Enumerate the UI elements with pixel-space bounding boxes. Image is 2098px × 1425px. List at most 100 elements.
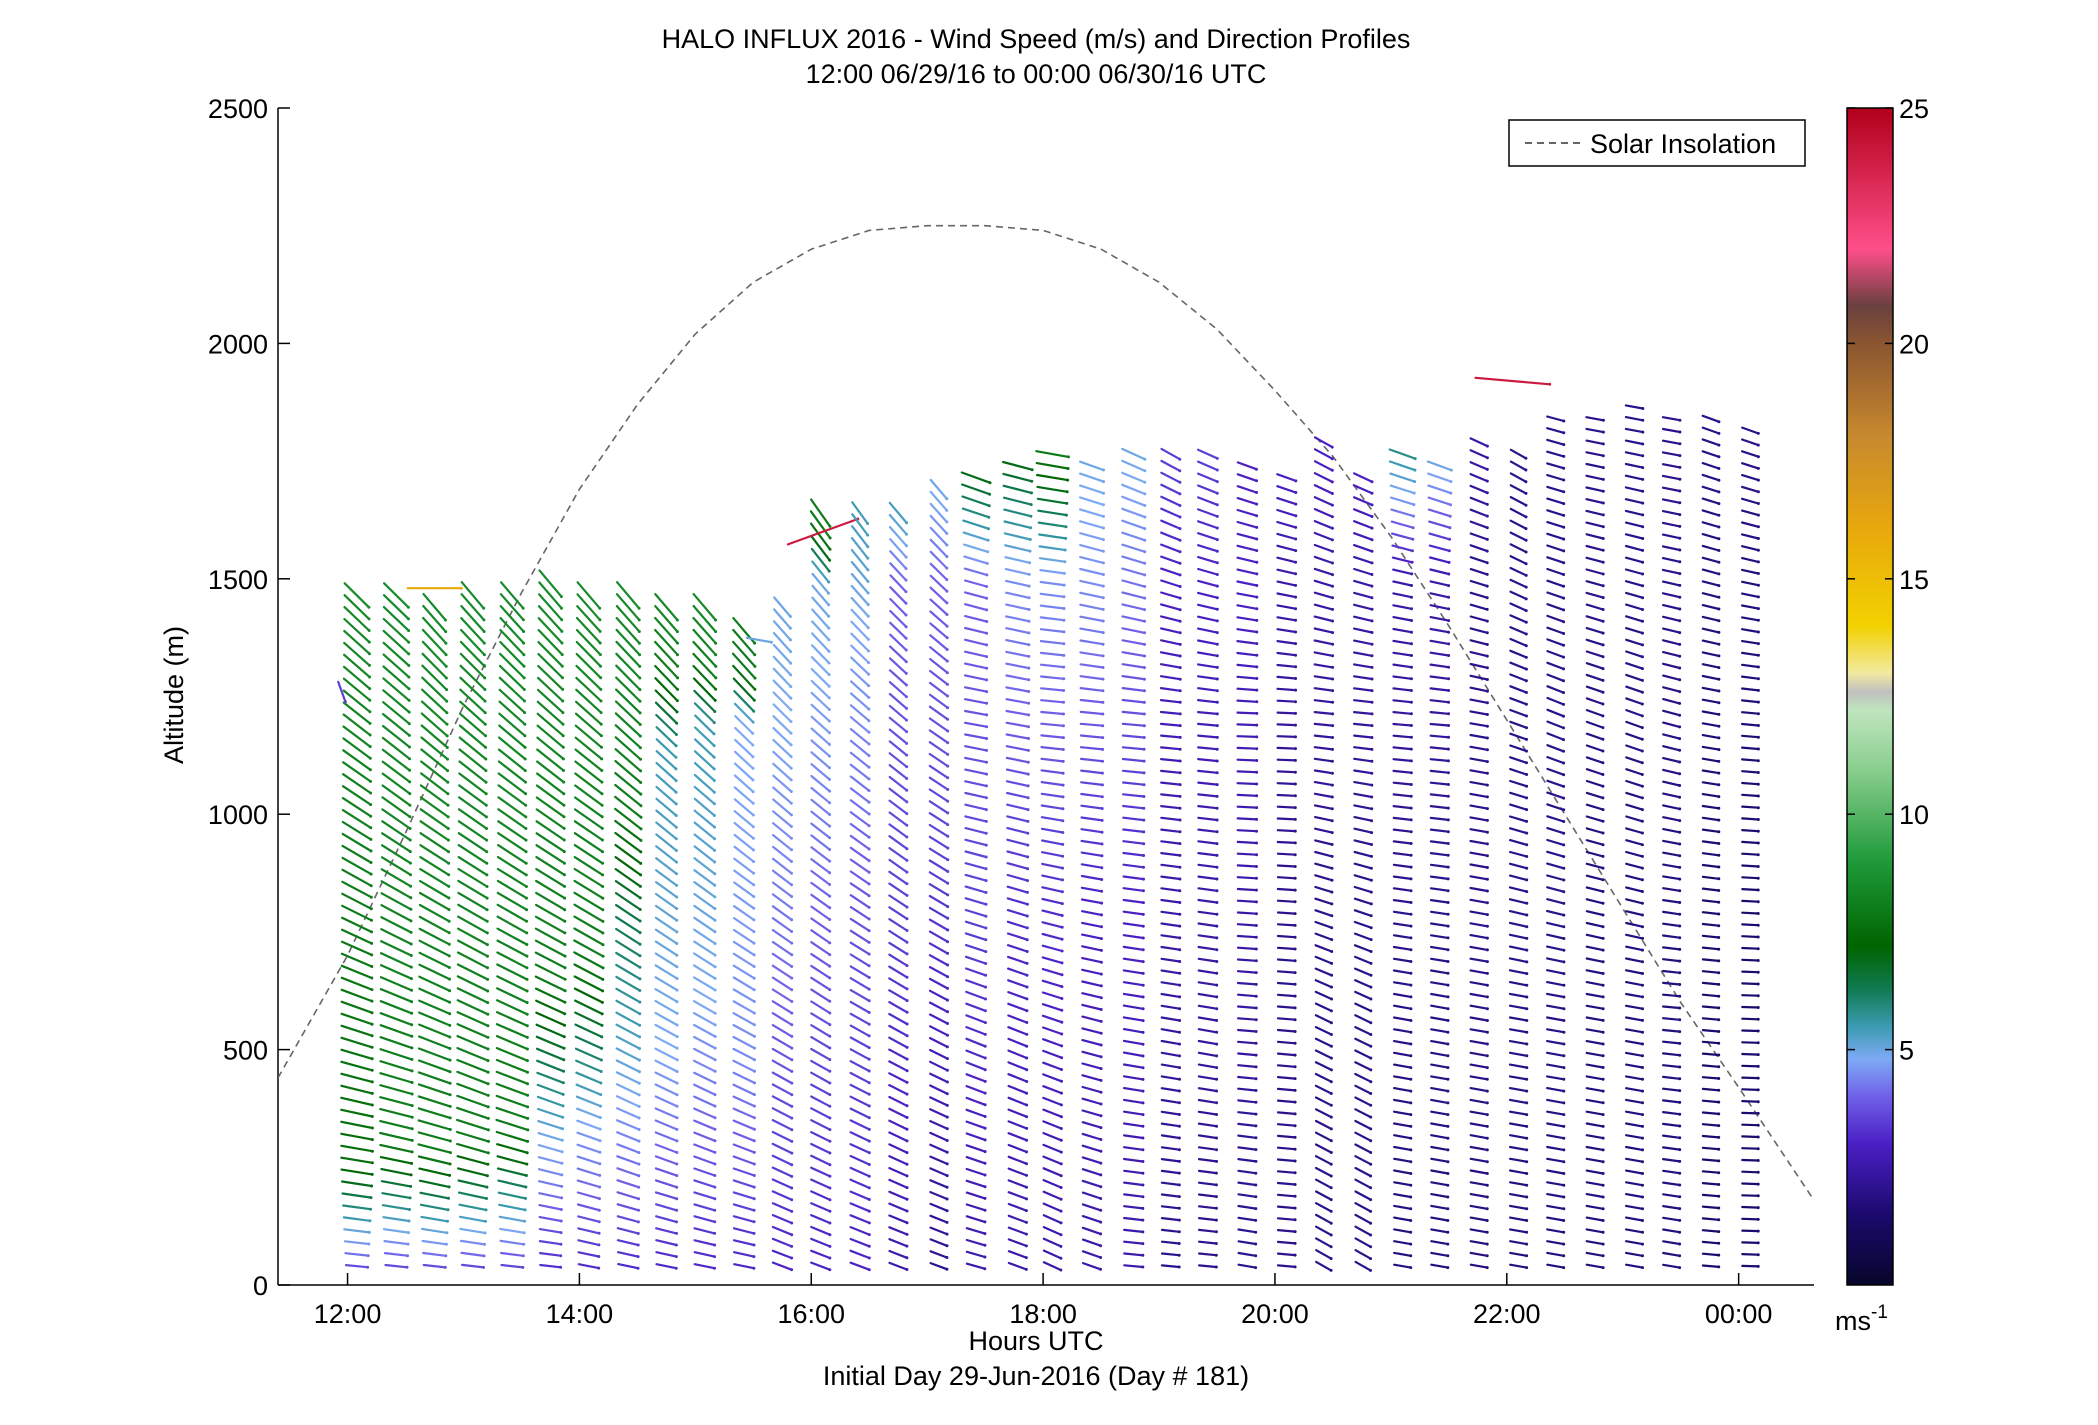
wind-vector	[654, 880, 678, 899]
wind-vector-tip	[1254, 1041, 1258, 1045]
wind-vector	[495, 1106, 529, 1120]
wind-vector-tip	[637, 1185, 641, 1189]
wind-vector	[1585, 1122, 1605, 1128]
wind-vector-tip	[1215, 1148, 1218, 1152]
wind-vector-tip	[1143, 631, 1146, 635]
wind-vector-tip	[1025, 1197, 1028, 1201]
wind-vector	[1741, 793, 1760, 798]
wind-vector-tip	[1756, 595, 1760, 599]
wind-vector	[1276, 1146, 1297, 1151]
wind-vector-tip	[524, 861, 528, 865]
wind-vector-tip	[1601, 1030, 1605, 1034]
wind-vector	[965, 1238, 987, 1247]
wind-vector-tip	[1562, 1207, 1566, 1211]
wind-vector-tip	[1215, 631, 1219, 635]
wind-vector	[616, 1215, 640, 1224]
wind-vector-tip	[1409, 983, 1413, 987]
wind-vector	[382, 641, 410, 667]
wind-vector-tip	[1025, 938, 1029, 942]
wind-vector	[929, 610, 949, 628]
wind-vector-tip	[1143, 619, 1146, 623]
wind-vector-tip	[675, 907, 679, 911]
wind-vector	[1121, 471, 1146, 484]
wind-vector	[810, 1107, 832, 1120]
wind-vector	[1353, 579, 1374, 588]
wind-vector	[1039, 628, 1066, 634]
wind-vector-tip	[1717, 842, 1721, 845]
wind-vector-tip	[905, 800, 909, 804]
wind-vector	[534, 951, 567, 969]
wind-vector-tip	[984, 796, 988, 800]
colorbar-unit-exponent: -1	[1871, 1302, 1888, 1323]
wind-vector-tip	[714, 630, 718, 634]
wind-vector-tip	[828, 824, 832, 828]
wind-vector	[1122, 863, 1145, 869]
wind-vector-tip	[482, 1265, 485, 1269]
wind-vector-tip	[1485, 689, 1489, 693]
wind-vector	[888, 787, 908, 804]
wind-vector	[810, 846, 831, 863]
wind-vector	[771, 1225, 793, 1236]
wind-vector	[380, 868, 412, 888]
wind-vector-tip	[1370, 642, 1374, 646]
wind-vector-tip	[1142, 677, 1146, 681]
wind-vector-tip	[368, 768, 372, 772]
wind-vector	[1007, 1073, 1028, 1083]
wind-vector-tip	[1525, 1007, 1529, 1011]
wind-vector-tip	[1601, 619, 1605, 623]
wind-vector	[1313, 699, 1334, 704]
wind-vector	[574, 724, 603, 749]
wind-vectors-layer	[337, 376, 1760, 1272]
wind-vector	[1237, 1134, 1258, 1139]
wind-vector-tip	[1409, 700, 1413, 704]
wind-vector-tip	[1141, 1019, 1145, 1023]
wind-vector	[732, 1047, 756, 1061]
wind-vector	[694, 714, 716, 736]
wind-vector-tip	[1678, 477, 1682, 481]
wind-vector	[1545, 957, 1566, 964]
wind-vector	[536, 724, 565, 749]
wind-vector	[574, 736, 603, 761]
wind-vector-tip	[674, 849, 678, 852]
wind-vector-tip	[1601, 442, 1605, 446]
wind-vector-tip	[1293, 935, 1297, 939]
wind-vector	[536, 688, 565, 714]
wind-vector	[575, 1071, 603, 1085]
wind-vector-tip	[1178, 1054, 1181, 1058]
wind-vector-tip	[485, 827, 488, 830]
wind-vector	[692, 1059, 717, 1073]
wind-vector	[1701, 1064, 1720, 1068]
wind-vector	[1159, 651, 1182, 658]
wind-vector	[888, 1000, 909, 1014]
wind-vector	[1701, 958, 1720, 963]
wind-vector-tip	[1678, 560, 1682, 564]
wind-vector-tip	[522, 653, 526, 657]
wind-vector	[1276, 1240, 1297, 1245]
wind-vector	[1624, 591, 1644, 599]
wind-vector	[1007, 1250, 1028, 1259]
wind-vector	[1276, 758, 1297, 762]
wind-vector-tip	[1099, 1078, 1103, 1082]
wind-vector	[1392, 710, 1413, 715]
wind-vector	[928, 717, 949, 733]
wind-vector	[693, 1083, 717, 1096]
wind-vector	[1123, 1181, 1145, 1187]
wind-vector-tip	[523, 711, 527, 715]
wind-vector	[1081, 1074, 1103, 1082]
wind-vector	[1391, 556, 1414, 564]
wind-vector-tip	[1100, 878, 1104, 881]
wind-vector-tip	[1601, 925, 1605, 929]
wind-vector	[1276, 993, 1297, 998]
wind-vector	[1546, 874, 1565, 882]
wind-vector	[1509, 626, 1528, 636]
wind-vector	[1741, 805, 1760, 809]
wind-vector-tip	[713, 1081, 717, 1085]
wind-vector	[1314, 839, 1334, 846]
wind-vector	[1546, 1110, 1565, 1116]
wind-vector	[1509, 767, 1528, 776]
wind-vector-tip	[1293, 1018, 1297, 1022]
wind-vector-tip	[1485, 561, 1489, 565]
wind-vector	[888, 1024, 909, 1037]
wind-vector-tip	[867, 1268, 871, 1272]
wind-vector	[1585, 969, 1605, 975]
